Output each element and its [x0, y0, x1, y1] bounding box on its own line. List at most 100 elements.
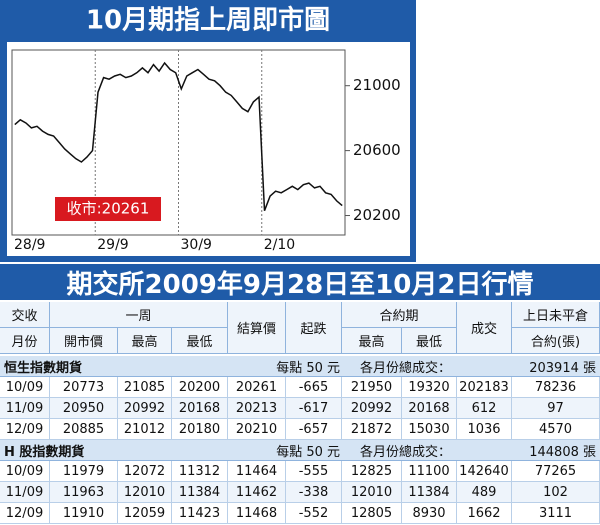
- table-cell: -657: [286, 419, 342, 440]
- table-cell: 11/09: [0, 398, 50, 419]
- header: 月份: [0, 328, 50, 354]
- table-cell: 20213: [228, 398, 286, 419]
- x-tick-label: 28/9: [14, 237, 45, 253]
- table-cell: -338: [286, 482, 342, 503]
- table-cell: 1662: [457, 503, 512, 524]
- table-cell: 11464: [228, 461, 286, 482]
- header: 成交: [457, 302, 512, 354]
- table-cell: 97: [512, 398, 600, 419]
- table-cell: 12010: [118, 482, 172, 503]
- table-cell: -552: [286, 503, 342, 524]
- header: 一周: [50, 302, 228, 328]
- price-line: [14, 61, 343, 211]
- plot-bg: [7, 42, 410, 256]
- table-cell: 21872: [342, 419, 402, 440]
- table-cell: 20885: [50, 419, 118, 440]
- section-unit: 每點 50 元: [276, 445, 340, 460]
- section-total-label: 各月份總成交：: [360, 445, 452, 460]
- table-cell: 10/09: [0, 377, 50, 398]
- header: 結算價: [228, 302, 286, 354]
- table-cell: 11423: [172, 503, 228, 524]
- header: 最高: [118, 328, 172, 354]
- table-cell: 19320: [402, 377, 457, 398]
- table-cell: 20992: [342, 398, 402, 419]
- section-name: 恒生指數期貨: [4, 361, 83, 376]
- table-cell: 10/09: [0, 461, 50, 482]
- section-unit: 每點 50 元: [276, 361, 340, 376]
- table-cell: 11/09: [0, 482, 50, 503]
- table-cell: 11312: [172, 461, 228, 482]
- table-cell: 21012: [118, 419, 172, 440]
- annotation: 收市:20261: [67, 200, 150, 218]
- table-cell: 11384: [402, 482, 457, 503]
- table-cell: 12805: [342, 503, 402, 524]
- section-bg: [0, 440, 600, 461]
- table-cell: 15030: [402, 419, 457, 440]
- table-cell: 202183: [457, 377, 512, 398]
- table-cell: 3111: [512, 503, 600, 524]
- y-tick-label: 21000: [353, 76, 401, 94]
- blank: [416, 0, 600, 262]
- table-cell: 11963: [50, 482, 118, 503]
- header: 交收: [0, 302, 50, 328]
- header: 合約期: [342, 302, 457, 328]
- header: 上日未平倉: [512, 302, 600, 328]
- table-cell: 20992: [118, 398, 172, 419]
- table-cell: -555: [286, 461, 342, 482]
- x-tick-label: 30/9: [181, 237, 212, 253]
- section-total: 144808 張: [529, 445, 596, 460]
- table-cell: 20210: [228, 419, 286, 440]
- x-tick-label: 29/9: [97, 237, 128, 253]
- section-total-label: 各月份總成交：: [360, 361, 452, 376]
- chart-title: 10月期指上周即市圖: [86, 5, 330, 36]
- header: 開市價: [50, 328, 118, 354]
- table-cell: -617: [286, 398, 342, 419]
- table-cell: 20950: [50, 398, 118, 419]
- table-cell: 20168: [402, 398, 457, 419]
- y-tick-label: 20200: [353, 206, 401, 224]
- table-title: 期交所2009年9月28日至10月2日行情: [0, 264, 600, 300]
- header: 最低: [172, 328, 228, 354]
- table-cell: 142640: [457, 461, 512, 482]
- table-cell: 4570: [512, 419, 600, 440]
- table-cell: 77265: [512, 461, 600, 482]
- table-cell: 20261: [228, 377, 286, 398]
- header: 最低: [402, 328, 457, 354]
- y-tick-label: 20600: [353, 141, 401, 159]
- chart: 10月期指上周即市圖 20200 20600 21000 28/9 29/9 30/9 2/…: [0, 0, 600, 262]
- table-cell: 11468: [228, 503, 286, 524]
- table-cell: 11910: [50, 503, 118, 524]
- table-cell: 8930: [402, 503, 457, 524]
- table-cell: 12825: [342, 461, 402, 482]
- table-cell: 102: [512, 482, 600, 503]
- table-cell: 489: [457, 482, 512, 503]
- header: 起跌: [286, 302, 342, 354]
- table-cell: 11979: [50, 461, 118, 482]
- table-cell: 78236: [512, 377, 600, 398]
- section-name: H 股指數期貨: [4, 445, 85, 460]
- table-cell: 612: [457, 398, 512, 419]
- header: 合約(張): [512, 328, 600, 354]
- table-cell: 12059: [118, 503, 172, 524]
- table-cell: 12/09: [0, 419, 50, 440]
- table-cell: -665: [286, 377, 342, 398]
- annotation-box: [55, 197, 161, 221]
- table-cell: 11462: [228, 482, 286, 503]
- table-cell: 21950: [342, 377, 402, 398]
- table-cell: 1036: [457, 419, 512, 440]
- table-cell: 20168: [172, 398, 228, 419]
- header: 最高: [342, 328, 402, 354]
- table-cell: 12010: [342, 482, 402, 503]
- section-bg: [0, 356, 600, 377]
- table-cell: 12072: [118, 461, 172, 482]
- table-cell: 20773: [50, 377, 118, 398]
- table-cell: 21085: [118, 377, 172, 398]
- table-cell: 11100: [402, 461, 457, 482]
- table-cell: 20180: [172, 419, 228, 440]
- table-cell: 12/09: [0, 503, 50, 524]
- x-tick-label: 2/10: [264, 237, 295, 253]
- table-cell: 11384: [172, 482, 228, 503]
- section-total: 203914 張: [529, 361, 596, 376]
- table-cell: 20200: [172, 377, 228, 398]
